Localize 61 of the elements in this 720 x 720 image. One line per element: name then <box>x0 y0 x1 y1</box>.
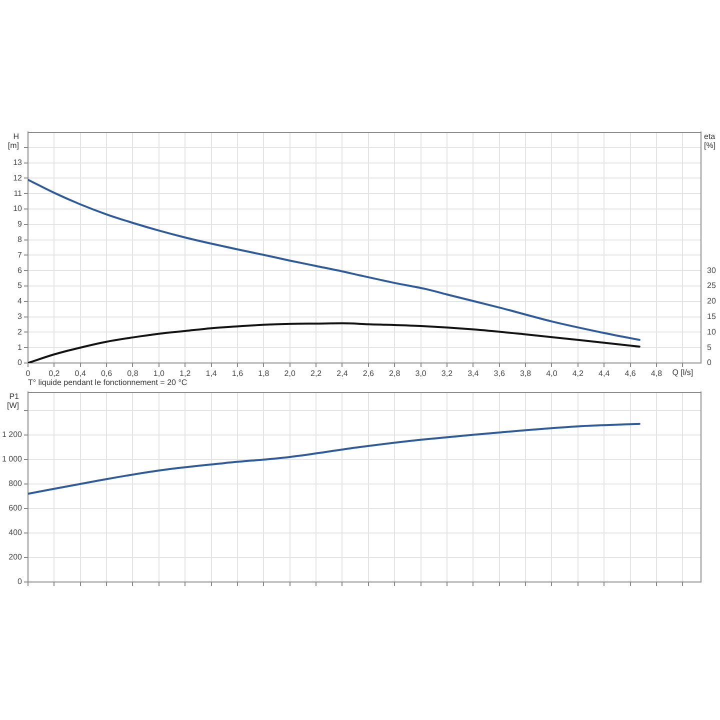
x-tick-label: 0 <box>26 369 31 378</box>
x-tick-label: 2,2 <box>310 369 322 378</box>
line-series <box>28 322 640 363</box>
y-tick-label: 8 <box>18 235 23 244</box>
x-tick-label: 1,0 <box>153 369 166 378</box>
y-tick-label: 11 <box>14 188 23 198</box>
y-tick-label: 1 000 <box>2 454 23 464</box>
y2-tick-label: 25 <box>707 281 716 290</box>
y2-tick-label: 0 <box>707 358 712 368</box>
y-tick-label: 800 <box>8 479 23 488</box>
x-tick-label: 2,8 <box>389 369 401 378</box>
y-tick-label: 2 <box>18 327 23 336</box>
y-tick-label: 0 <box>18 358 23 368</box>
x-tick-label: 3,6 <box>494 369 506 378</box>
y2-tick-label: 5 <box>707 342 712 352</box>
x-tick-label: 2,0 <box>284 369 296 378</box>
x-axis-title: Q [l/s] <box>672 368 694 378</box>
y-tick-label: 12 <box>13 173 23 182</box>
x-tick-label: 0,6 <box>101 369 113 378</box>
y-tick-label: 600 <box>8 504 23 513</box>
x-tick-label: 0,8 <box>127 369 139 378</box>
y2-axis-title: eta [%] <box>704 132 716 150</box>
y-tick-label: 4 <box>18 296 23 306</box>
x-tick-label: 4,2 <box>572 369 584 378</box>
x-tick-label: 4,4 <box>598 369 610 378</box>
line-series <box>28 422 640 495</box>
x-tick-label: 4,0 <box>546 369 558 378</box>
x-tick-label: 0,4 <box>74 369 86 378</box>
y-axis-title: H [m] <box>8 132 20 150</box>
x-tick-label: 1,6 <box>232 369 244 378</box>
x-tick-label: 3,2 <box>441 369 454 378</box>
y-tick-label: 10 <box>13 204 23 214</box>
y-tick-label: 7 <box>18 250 23 260</box>
y-tick-label: 5 <box>18 281 23 290</box>
y-tick-label: 200 <box>8 552 23 562</box>
x-tick-label: 3,0 <box>415 369 427 378</box>
y-tick-label: 0 <box>18 577 23 586</box>
y2-tick-label: 15 <box>707 312 716 322</box>
y-tick-label: 9 <box>18 220 23 229</box>
y2-tick-label: 10 <box>707 327 716 336</box>
x-tick-label: 1,2 <box>180 369 192 378</box>
y-tick-label: 400 <box>8 528 23 538</box>
y2-tick-label: 20 <box>707 296 716 306</box>
x-tick-label: 0,2 <box>48 369 60 378</box>
x-tick-label: 3,4 <box>468 369 480 378</box>
x-tick-label: 1,8 <box>258 369 270 378</box>
y-tick-label: 6 <box>18 266 23 275</box>
y-axis-title: P1 [W] <box>7 392 20 410</box>
x-tick-label: 4,6 <box>624 369 636 378</box>
y-tick-label: 1 200 <box>2 430 23 440</box>
x-tick-label: 1,4 <box>206 369 218 378</box>
text: T° liquide pendant le fonctionnement = 20 °C <box>28 378 188 388</box>
y-tick-label: 13 <box>13 158 23 168</box>
x-tick-label: 2,4 <box>336 369 348 378</box>
x-tick-label: 3,8 <box>520 369 532 378</box>
y-tick-label: 3 <box>18 312 23 322</box>
x-tick-label: 2,6 <box>362 369 375 378</box>
x-tick-label: 4,8 <box>650 369 663 378</box>
y-tick-label: 1 <box>18 342 23 352</box>
line-series <box>28 178 640 341</box>
y2-tick-label: 30 <box>707 266 716 275</box>
